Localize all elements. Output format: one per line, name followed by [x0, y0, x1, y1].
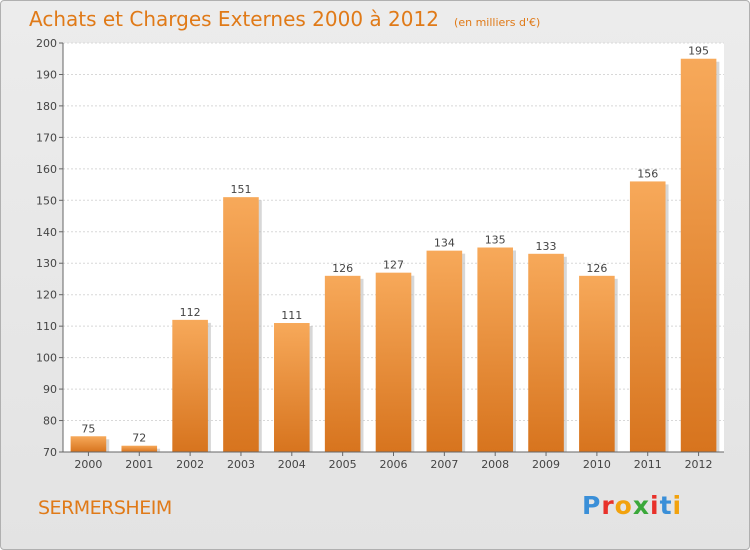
chart-title: Achats et Charges Externes 2000 à 2012 [29, 7, 439, 31]
logo-letter: o [614, 491, 633, 520]
bar [426, 250, 463, 452]
y-tick-label: 110 [36, 320, 57, 333]
y-tick-label: 100 [36, 352, 57, 365]
y-tick-label: 120 [36, 289, 57, 302]
data-label: 111 [281, 309, 302, 322]
bar [629, 181, 666, 452]
y-tick-label: 80 [43, 415, 57, 428]
bar [324, 275, 361, 452]
data-label: 134 [434, 237, 455, 250]
data-label: 151 [230, 183, 251, 196]
logo-letter: t [659, 491, 673, 520]
bar [579, 275, 615, 452]
data-label: 135 [485, 234, 506, 247]
proxiti-logo: Proxiti [582, 491, 682, 520]
logo-letter: P [582, 491, 602, 520]
y-tick-label: 180 [36, 100, 57, 113]
data-label: 72 [132, 432, 146, 445]
x-tick-label: 2011 [634, 458, 662, 471]
y-tick-label: 200 [36, 37, 57, 50]
logo-letter: r [601, 491, 615, 520]
x-tick-label: 2007 [430, 458, 458, 471]
bar [528, 253, 564, 452]
x-tick-label: 2008 [481, 458, 509, 471]
y-tick-label: 130 [36, 257, 57, 270]
bar [172, 319, 208, 452]
x-tick-label: 2004 [278, 458, 306, 471]
data-label: 75 [81, 422, 95, 435]
data-label: 126 [332, 262, 353, 275]
bar [274, 323, 310, 452]
x-tick-label: 2005 [329, 458, 357, 471]
logo-letter: i [650, 491, 660, 520]
y-tick-label: 190 [36, 68, 57, 81]
title-row: Achats et Charges Externes 2000 à 2012 (… [29, 7, 540, 31]
y-tick-label: 170 [36, 131, 57, 144]
y-tick-label: 150 [36, 194, 57, 207]
data-label: 156 [637, 167, 658, 180]
x-tick-label: 2012 [685, 458, 713, 471]
x-tick-label: 2002 [176, 458, 204, 471]
x-tick-label: 2001 [125, 458, 153, 471]
data-label: 112 [180, 306, 201, 319]
bar [375, 272, 412, 452]
x-tick-label: 2006 [380, 458, 408, 471]
x-tick-label: 2009 [532, 458, 560, 471]
y-tick-label: 140 [36, 226, 57, 239]
bar [121, 445, 158, 452]
chart-subtitle: (en milliers d'€) [454, 16, 541, 29]
x-tick-label: 2010 [583, 458, 611, 471]
commune-name: SERMERSHEIM [38, 497, 172, 519]
y-tick-label: 90 [43, 383, 57, 396]
x-tick-label: 2000 [74, 458, 102, 471]
bar [223, 197, 259, 452]
bar [477, 247, 513, 452]
data-label: 133 [536, 240, 557, 253]
bar [680, 58, 717, 452]
data-label: 126 [586, 262, 607, 275]
x-tick-label: 2003 [227, 458, 255, 471]
y-tick-label: 160 [36, 163, 57, 176]
logo-letter: i [672, 491, 683, 520]
y-tick-label: 70 [43, 446, 57, 459]
logo-letter: x [632, 491, 650, 520]
data-label: 195 [688, 45, 709, 58]
data-label: 127 [383, 259, 404, 272]
bar [70, 436, 107, 452]
